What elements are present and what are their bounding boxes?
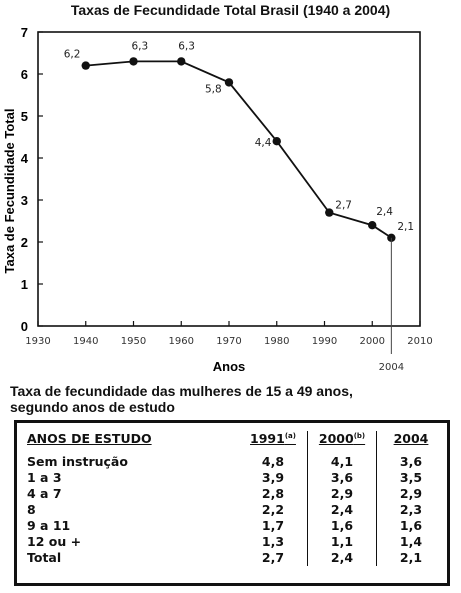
data-label: 2,7 — [335, 200, 352, 212]
annotation-label-2004: 2004 — [379, 362, 404, 373]
y-tick-label: 2 — [21, 235, 28, 250]
row-label: 8 — [27, 502, 36, 517]
data-label: 5,8 — [205, 83, 222, 95]
data-label: 4,4 — [255, 137, 272, 149]
x-tick-label: 1940 — [73, 336, 98, 347]
table-cell: 2,9 — [307, 486, 377, 502]
y-tick-label: 1 — [21, 277, 28, 292]
table-cell: 2,7 — [239, 550, 308, 566]
y-tick-label: 4 — [21, 151, 29, 166]
table-cell: 2,2 — [239, 502, 308, 518]
table-cell: 3,6 — [399, 454, 423, 469]
fertility-line-chart: 0 1 2 3 4 5 6 7 1930 1940 1950 1960 1970 1980 1990 2000… — [2, 25, 433, 374]
row-label: 12 ou + — [27, 534, 82, 549]
table-title-line-1: Taxa de fecundidade das mulheres de 15 a… — [10, 383, 353, 399]
data-point — [177, 57, 186, 66]
series-line — [85, 60, 392, 239]
fertility-table: ANOS DE ESTUDO 1991(a) 2000(b) 2004 Sem … — [27, 431, 445, 566]
table-row: 12 ou + 1,3 1,1 1,4 — [27, 534, 445, 550]
row-label: Sem instrução — [27, 454, 128, 469]
table-cell: 3,6 — [307, 470, 377, 486]
table-cell: 1,6 — [399, 518, 423, 533]
table-cell: 1,3 — [239, 534, 308, 550]
header-2004: 2004 — [393, 431, 429, 446]
data-point — [272, 137, 281, 146]
chart-title: Taxas de Fecundidade Total Brasil (1940 … — [70, 2, 391, 18]
table-title-line-2: segundo anos de estudo — [10, 399, 175, 415]
header-2000-note: (b) — [353, 431, 366, 440]
header-anos-de-estudo: ANOS DE ESTUDO — [27, 431, 152, 446]
y-axis-label: Taxa de Fecundidade Total — [2, 109, 17, 274]
data-label: 2,4 — [376, 206, 393, 218]
x-tick-label: 1980 — [264, 336, 289, 347]
x-axis-label: Anos — [213, 359, 246, 374]
table-cell: 2,8 — [239, 486, 308, 502]
table-cell: 2,9 — [399, 486, 423, 501]
data-label: 6,2 — [64, 49, 81, 61]
header-1991-note: (a) — [284, 431, 296, 440]
row-label: 4 a 7 — [27, 486, 62, 501]
table-row: 4 a 7 2,8 2,9 2,9 — [27, 486, 445, 502]
header-1991: 1991(a) — [239, 431, 308, 454]
data-point — [224, 78, 234, 87]
y-tick-label: 3 — [21, 193, 28, 208]
table-cell: 3,5 — [399, 470, 423, 485]
y-tick-label: 0 — [21, 319, 28, 334]
x-tick-label: 2010 — [407, 336, 432, 347]
table-row: 8 2,2 2,4 2,3 — [27, 502, 445, 518]
table-row: 1 a 3 3,9 3,6 3,5 — [27, 470, 445, 486]
fertility-table-box: ANOS DE ESTUDO 1991(a) 2000(b) 2004 Sem … — [14, 420, 450, 586]
x-tick-label: 1970 — [216, 336, 241, 347]
x-tick-label: 1950 — [121, 336, 146, 347]
data-point — [325, 208, 334, 217]
table-cell: 1,1 — [307, 534, 377, 550]
x-tick-label: 1960 — [169, 336, 194, 347]
x-tick-label: 2000 — [360, 336, 385, 347]
table-cell: 2,1 — [399, 550, 423, 565]
table-cell: 1,4 — [399, 534, 423, 549]
table-cell: 1,7 — [239, 518, 308, 534]
data-label: 6,3 — [178, 40, 195, 52]
table-cell: 4,1 — [307, 454, 377, 470]
x-tick-label: 1990 — [312, 336, 337, 347]
table-row: 9 a 11 1,7 1,6 1,6 — [27, 518, 445, 534]
y-tick-label: 7 — [21, 25, 28, 40]
plot-frame — [37, 31, 421, 327]
table-cell: 2,4 — [307, 550, 377, 566]
data-point — [129, 57, 138, 66]
header-2000: 2000(b) — [307, 431, 377, 454]
data-point — [368, 221, 377, 230]
row-label: 1 a 3 — [27, 470, 62, 485]
table-header-row: ANOS DE ESTUDO 1991(a) 2000(b) 2004 — [27, 431, 445, 454]
y-tick-label: 6 — [21, 67, 28, 82]
data-label: 2,1 — [397, 221, 414, 233]
data-label: 6,3 — [132, 40, 149, 52]
y-tick-label: 5 — [21, 109, 28, 124]
table-cell: 3,9 — [239, 470, 308, 486]
table-cell: 4,8 — [239, 454, 308, 470]
row-label: Total — [27, 550, 62, 565]
x-tick-label: 1930 — [25, 336, 50, 347]
table-row: Total 2,7 2,4 2,1 — [27, 550, 445, 566]
row-label: 9 a 11 — [27, 518, 71, 533]
table-cell: 2,3 — [399, 502, 423, 517]
table-cell: 2,4 — [307, 502, 377, 518]
table-title: Taxa de fecundidade das mulheres de 15 a… — [10, 383, 353, 415]
data-point — [81, 61, 90, 70]
table-row: Sem instrução 4,8 4,1 3,6 — [27, 454, 445, 470]
table-cell: 1,6 — [307, 518, 377, 534]
